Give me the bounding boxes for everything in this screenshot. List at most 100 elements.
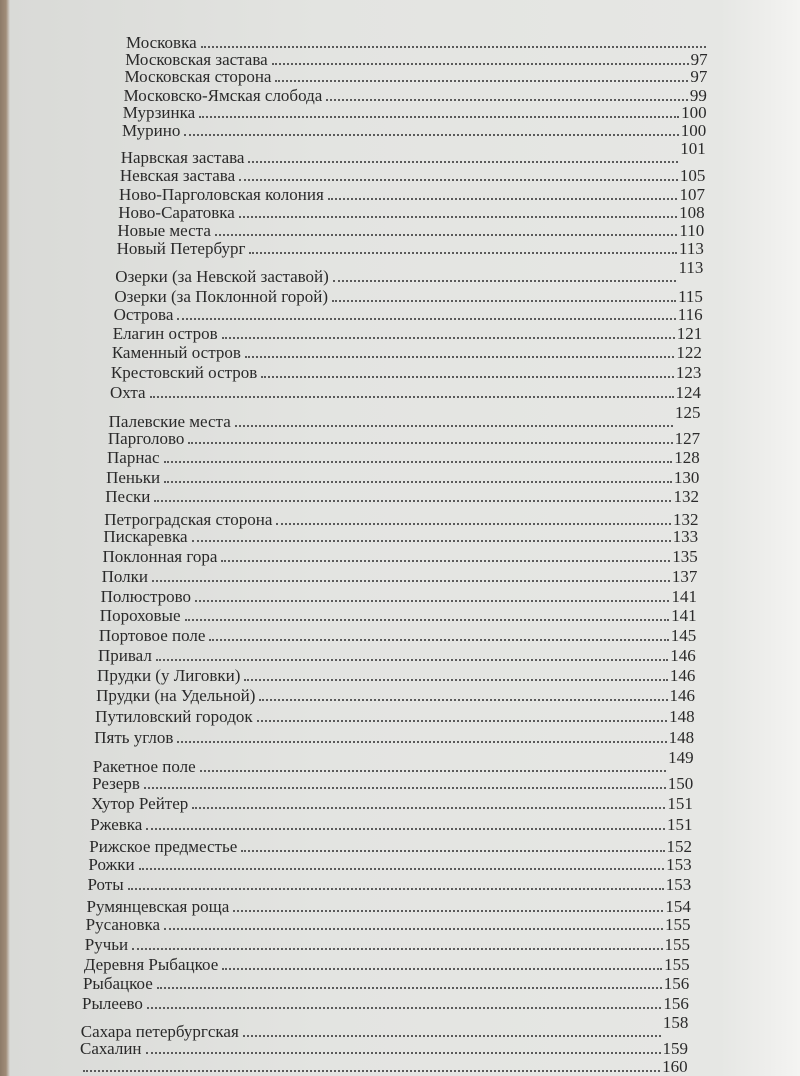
toc-entry-page: 151	[666, 815, 693, 834]
toc-entry: Прудки (у Лиговки) 146	[97, 665, 695, 685]
toc-entry-title: Мурзинка	[122, 103, 196, 122]
toc-entry-title: Ново-Саратовка	[118, 203, 235, 222]
dot-leader	[326, 99, 688, 101]
toc-entry: Невская застава 105	[120, 165, 705, 185]
dot-leader	[199, 116, 680, 118]
toc-entry-title: Пороховые	[99, 606, 181, 625]
toc-entry: Сахара петербургская 158	[81, 1014, 689, 1041]
dot-leader	[151, 580, 670, 582]
toc-entry-page: 152	[666, 837, 693, 856]
dot-leader	[259, 699, 668, 701]
toc-entry: Пески 132	[105, 486, 699, 506]
toc-entry-page: 145	[670, 626, 697, 645]
toc-entry: Озерки (за Невской заставой) 113	[115, 259, 703, 286]
dot-leader	[244, 679, 668, 681]
toc-entry-page: 160	[662, 1057, 688, 1076]
toc-entry-page: 124	[675, 383, 702, 402]
toc-entry: Рожки 153	[88, 854, 691, 874]
toc-entry-title: Озерки (за Поклонной горой)	[114, 287, 329, 306]
toc-entry-page: 141	[671, 606, 697, 625]
dot-leader	[164, 481, 672, 483]
toc-entry: Московка	[126, 32, 708, 52]
toc-entry-page: 125	[674, 403, 701, 422]
toc-entry-page: 155	[664, 915, 691, 934]
dot-leader	[256, 720, 668, 722]
dot-leader	[184, 134, 679, 136]
toc-entry-title: Крестовский остров	[110, 363, 258, 382]
toc-entry-title: Деревня Рыбацкое	[83, 955, 219, 974]
toc-entry-page: 148	[669, 707, 695, 726]
toc-entry: Рыбацкое 156	[83, 973, 689, 993]
toc-entry-title: Московская застава	[125, 50, 268, 69]
toc-entry-page: 133	[672, 527, 699, 546]
toc-entry: Московская застава 97	[125, 49, 707, 69]
dot-leader	[234, 425, 673, 427]
toc-entry: Прудки (на Удельной) 146	[96, 685, 695, 705]
toc-entry-page: 156	[663, 974, 690, 993]
toc-entry-page: 146	[670, 646, 696, 665]
toc-entry-title: Каменный остров	[111, 343, 241, 362]
toc-entry-title: Поклонная гора	[102, 547, 218, 566]
dot-leader	[127, 888, 664, 890]
toc-entry-title: Рожки	[88, 855, 135, 874]
toc-entry: Пороховые 141	[100, 605, 697, 625]
toc-entry: Мурино 100	[122, 120, 706, 140]
toc-entry: Румянцевская роща 154	[86, 896, 690, 916]
toc-entry-page: 123	[675, 363, 702, 382]
toc-entry-page: 121	[676, 324, 703, 343]
toc-entry: Московско-Ямская слобода 99	[124, 85, 707, 105]
toc-entry-page: 150	[667, 774, 694, 793]
dot-leader	[275, 80, 689, 82]
toc-entry-title: Русановка	[85, 915, 161, 934]
toc-entry-page: 100	[680, 121, 707, 140]
dot-leader	[163, 461, 673, 463]
toc-entry: Рылеево 156	[82, 993, 689, 1013]
toc-entry: Деревня Рыбацкое 155	[84, 954, 690, 974]
dot-leader	[149, 396, 674, 398]
toc-entry: Поклонная гора 135	[102, 546, 697, 566]
toc-entry-title: Пеньки	[106, 468, 161, 487]
toc-entry-page: 146	[669, 686, 696, 705]
dot-leader	[200, 46, 706, 48]
toc-entry: Ново-Парголовская колония 107	[119, 184, 705, 204]
toc-entry: Нарвская застава 101	[121, 140, 706, 167]
toc-entry-page: 159	[662, 1039, 689, 1058]
toc-entry-title: Ново-Парголовская колония	[119, 185, 324, 204]
toc-entry-page: 122	[676, 343, 702, 362]
toc-entry-title: Роты	[87, 875, 124, 894]
toc-entry-page: 97	[690, 50, 708, 69]
toc-entry-page: 128	[674, 448, 700, 467]
toc-entry-page: 141	[671, 587, 697, 606]
toc-entry: Резерв 150	[92, 773, 693, 793]
toc-entry: Острова 116	[114, 304, 703, 324]
toc-entry-title: Елагин остров	[112, 324, 218, 343]
dot-leader	[222, 968, 663, 970]
toc-entry-page: 154	[665, 897, 691, 916]
dot-leader	[188, 442, 673, 444]
toc-entry-page: 158	[662, 1013, 689, 1032]
toc-entry: Новые места 110	[117, 220, 704, 240]
toc-entry-page: 101	[680, 139, 706, 158]
dot-leader	[146, 828, 665, 830]
toc-entry: 160	[79, 1056, 688, 1076]
toc-entry-page: 110	[679, 221, 705, 240]
toc-entry: Сахалин 159	[80, 1038, 688, 1058]
toc-entry-page: 146	[669, 666, 696, 685]
toc-entry-title: Парнас	[107, 448, 160, 467]
dot-leader	[177, 318, 676, 320]
toc-entry-title: Пески	[105, 487, 151, 506]
toc-entry-page: 153	[666, 855, 692, 874]
dot-leader	[209, 639, 669, 641]
dot-leader	[156, 987, 662, 989]
dot-leader	[233, 910, 664, 912]
dot-leader	[332, 280, 677, 282]
toc-entry-title: Рижское предместье	[89, 837, 238, 856]
toc-entry: Рижское предместье 152	[89, 836, 692, 856]
toc-entry-page: 155	[664, 935, 691, 954]
dot-leader	[221, 560, 671, 562]
dot-leader	[239, 179, 678, 181]
toc-entry-page: 113	[679, 239, 704, 258]
dot-leader	[154, 500, 672, 502]
toc-entry-page: 137	[671, 567, 698, 586]
dot-leader	[195, 600, 670, 602]
